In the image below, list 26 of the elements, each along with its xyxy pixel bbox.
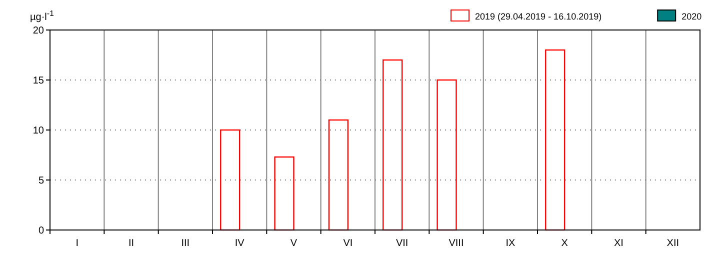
x-tick-label: II [128,238,134,249]
bar [436,79,457,231]
x-tick-label: XII [666,238,680,249]
y-tick-label: 0 [38,226,44,236]
bar [328,119,349,231]
legend-label: 2019 (29.04.2019 - 16.10.2019) [475,12,602,22]
y-tick-label: 5 [38,176,44,186]
y-tick-label: 10 [32,126,44,136]
x-tick-label: IX [506,238,516,249]
x-tick-label: VII [396,238,408,249]
bar [274,156,294,231]
x-tick-label: V [290,238,298,249]
legend-label: 2020 [682,12,702,22]
x-tick-label: VIII [448,238,464,249]
bar [220,129,240,231]
y-tick-label: 15 [32,76,44,86]
x-tick-label: I [76,238,78,249]
bar [545,49,566,231]
x-tick-label: VI [343,238,353,249]
x-tick-label: IV [234,238,245,249]
y-axis-title: µg·l$^{-1}$ [30,8,55,23]
y-tick-label: 20 [32,26,44,36]
x-tick-label: III [181,238,190,249]
x-tick-label: XI [614,238,624,249]
bar [382,59,403,231]
x-tick-label: X [561,238,568,249]
